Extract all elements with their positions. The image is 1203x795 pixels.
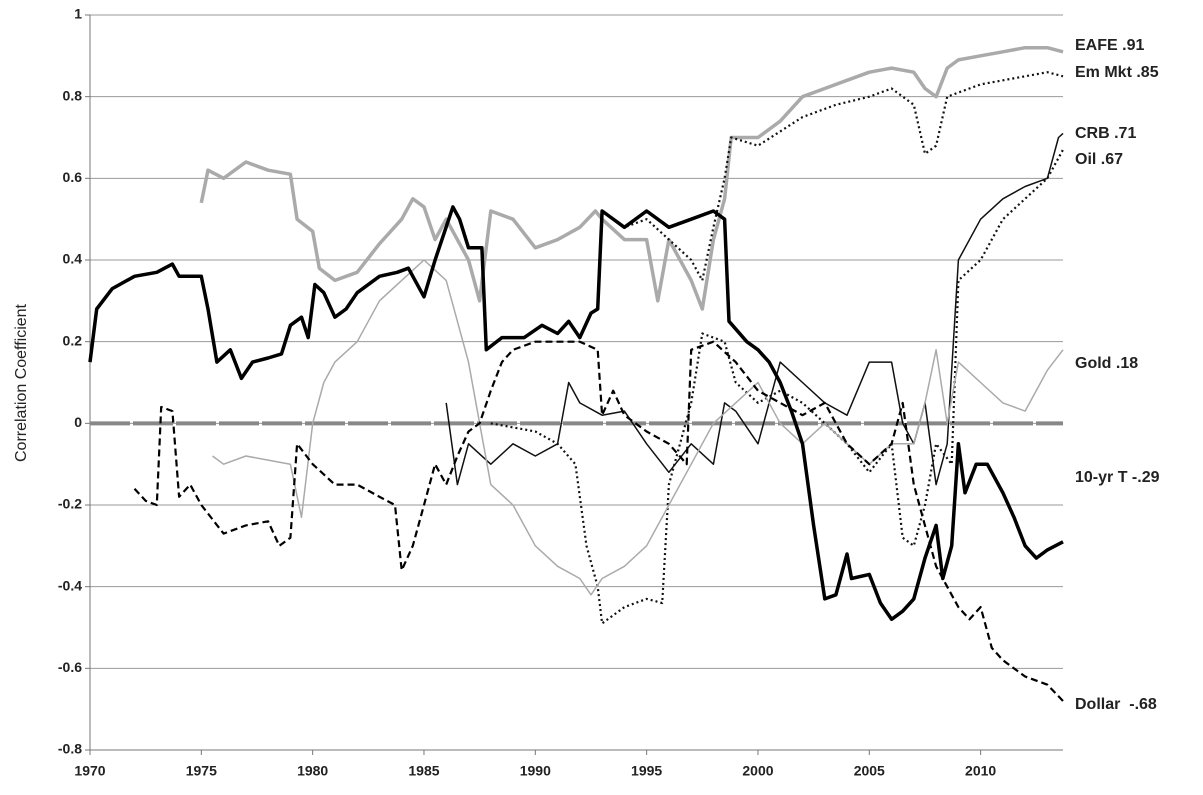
- series-line: [88, 205, 1064, 622]
- y-axis-title: Correlation Coefficient: [13, 303, 30, 462]
- series-label: EAFE .91: [1075, 37, 1144, 54]
- y-tick-label: -0.8: [58, 741, 82, 757]
- y-tick-label: 0.8: [63, 87, 83, 103]
- y-tick-label: 0.2: [63, 332, 83, 348]
- series-line: [212, 259, 1064, 596]
- series-label: Gold .18: [1075, 355, 1138, 372]
- x-tick-label: 1985: [408, 763, 439, 779]
- series-label: Dollar -.68: [1075, 696, 1157, 713]
- y-tick-label: -0.6: [58, 659, 82, 675]
- series-line: [445, 132, 1064, 486]
- series-label: Em Mkt .85: [1075, 64, 1159, 81]
- y-tick-label: 0.4: [63, 251, 83, 267]
- series-label: 10-yr T -.29: [1075, 469, 1160, 486]
- y-tick-label: 0.6: [63, 169, 83, 185]
- x-tick-label: 2000: [742, 763, 773, 779]
- series-line: [199, 45, 1064, 311]
- x-tick-label: 1975: [186, 763, 217, 779]
- series-line: [601, 71, 1064, 282]
- series-label: CRB .71: [1075, 125, 1136, 142]
- x-tick-label: 2005: [854, 763, 885, 779]
- y-tick-label: 1: [74, 6, 82, 22]
- y-tick-label: 0: [74, 414, 82, 430]
- y-tick-label: -0.2: [58, 496, 82, 512]
- x-tick-label: 2010: [965, 763, 996, 779]
- x-tick-label: 1970: [74, 763, 105, 779]
- y-tick-label: -0.4: [58, 577, 82, 593]
- x-tick-label: 1980: [297, 763, 328, 779]
- x-tick-label: 1990: [520, 763, 551, 779]
- x-tick-label: 1995: [631, 763, 662, 779]
- series-line: [490, 149, 1064, 625]
- series-line: [133, 340, 1064, 702]
- series-label: Oil .67: [1075, 151, 1123, 168]
